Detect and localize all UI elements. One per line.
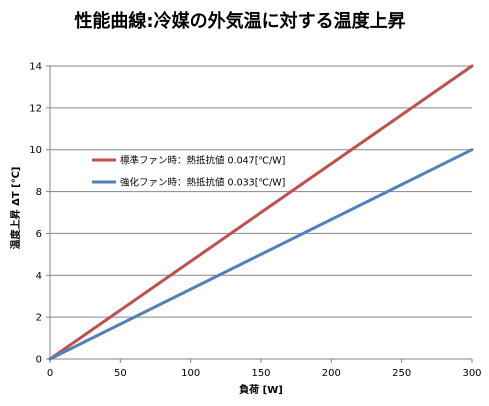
y-tick-label: 12 (29, 103, 42, 114)
y-tick-label: 8 (36, 187, 42, 198)
grid (50, 65, 472, 318)
y-tick-label: 4 (36, 271, 42, 282)
legend: 標準ファン時：熱抵抗値 0.047[℃/W] 強化ファン時：熱抵抗値 0.033[… (92, 155, 285, 189)
x-tick-label: 250 (392, 368, 411, 379)
x-axis-label: 負荷 [W] (239, 383, 283, 396)
y-axis-label: 温度上昇 ΔT [℃] (9, 167, 22, 250)
legend-label-2: 強化ファン時：熱抵抗値 0.033[℃/W] (120, 177, 285, 189)
y-tick-label: 0 (36, 355, 42, 366)
series-line-2 (48, 148, 474, 361)
x-tick-label: 50 (114, 368, 127, 379)
x-tick-label: 150 (251, 368, 270, 379)
legend-label-1: 標準ファン時：熱抵抗値 0.047[℃/W] (120, 155, 285, 167)
series-lines (48, 64, 474, 361)
series-line-1 (48, 64, 474, 361)
y-tick-label: 6 (36, 229, 42, 240)
y-tick-label: 14 (29, 62, 42, 73)
x-tick-label: 200 (322, 368, 341, 379)
chart-title: 性能曲線:冷媒の外気温に対する温度上昇 (74, 10, 405, 32)
y-tick-label: 10 (29, 145, 42, 156)
y-tick-label: 2 (36, 313, 42, 324)
x-tick-label: 100 (181, 368, 200, 379)
x-tick-label: 300 (462, 368, 481, 379)
x-tick-labels: 0 50 100 150 200 250 300 (47, 359, 482, 379)
y-tick-labels: 0 2 4 6 8 10 12 14 (29, 62, 50, 366)
x-tick-label: 0 (47, 368, 53, 379)
